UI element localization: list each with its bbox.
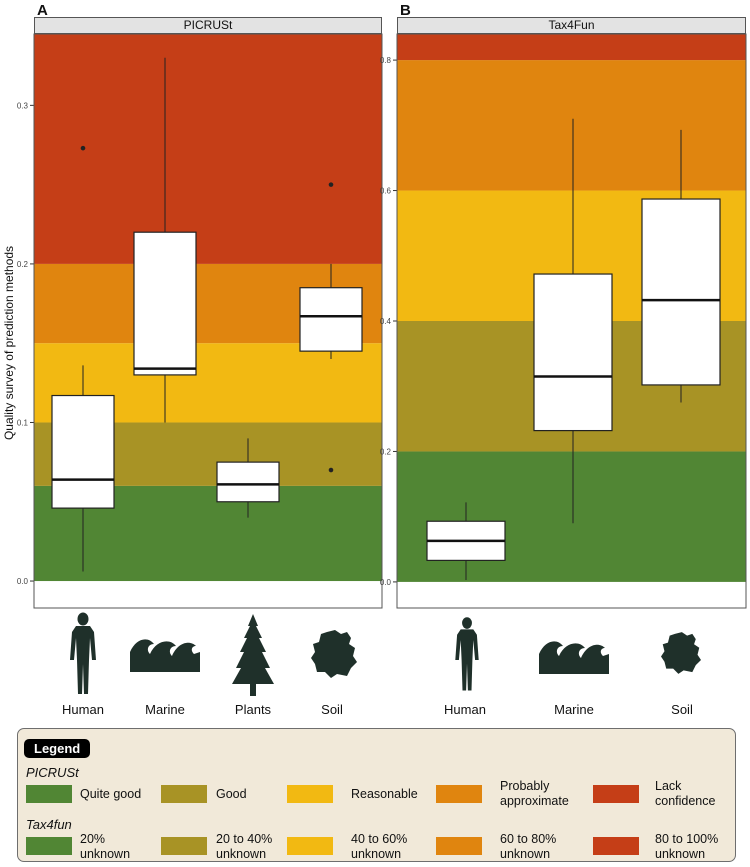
legend-title: Legend bbox=[24, 739, 91, 758]
legend-label-60-80-unknown: 60 to 80% unknown bbox=[500, 832, 557, 861]
legend-swatch-probably-approximate bbox=[436, 785, 482, 803]
panel-border bbox=[33, 33, 383, 609]
outlier-point bbox=[328, 182, 334, 187]
wave-icon bbox=[539, 641, 609, 674]
legend-group-picrust: PICRUSt bbox=[26, 765, 79, 780]
box-human bbox=[51, 394, 115, 509]
legend-swatch-quite-good bbox=[26, 785, 72, 803]
panel-a-letter: A bbox=[37, 2, 48, 19]
chart-plot-area: 0.0 0.1 0.2 0.3 0.0 0.2 0.4 0.6 0.8 bbox=[17, 33, 747, 609]
category-label-human: Human bbox=[62, 702, 104, 717]
human-icon bbox=[455, 617, 479, 691]
wave-icon bbox=[130, 639, 200, 672]
legend-label-lack-confidence: Lack confidence bbox=[655, 779, 716, 808]
band-quite-good bbox=[397, 451, 746, 582]
legend-swatch-60-80-unknown bbox=[436, 837, 482, 855]
panel-border bbox=[396, 33, 747, 609]
legend-label-quite-good: Quite good bbox=[80, 787, 142, 801]
outlier-point bbox=[80, 145, 86, 151]
legend-label-good: Good bbox=[216, 787, 247, 801]
box-soil bbox=[299, 287, 363, 352]
box-plants bbox=[216, 461, 280, 503]
y-tick-label: 0.0 bbox=[17, 577, 29, 586]
legend-swatch-reasonable bbox=[287, 785, 333, 803]
category-label-marine: Marine bbox=[145, 702, 185, 717]
box-soil bbox=[641, 198, 721, 386]
y-tick-label: 0.3 bbox=[17, 101, 29, 110]
band-lack-confidence bbox=[397, 34, 746, 61]
y-tick-label: 0.4 bbox=[380, 317, 392, 326]
legend: Legend PICRUSt Tax4fun Quite good Good R… bbox=[17, 728, 736, 862]
soil-icon bbox=[661, 632, 701, 674]
legend-swatch-good bbox=[161, 785, 207, 803]
y-tick-label: 0.6 bbox=[380, 187, 392, 196]
category-label-soil: Soil bbox=[671, 702, 693, 717]
box-marine bbox=[133, 231, 197, 376]
category-label-marine: Marine bbox=[554, 702, 594, 717]
legend-swatch-20-40-unknown bbox=[161, 837, 207, 855]
category-label-soil: Soil bbox=[321, 702, 343, 717]
legend-swatch-20-unknown bbox=[26, 837, 72, 855]
legend-swatch-lack-confidence bbox=[593, 785, 639, 803]
category-label-plants: Plants bbox=[234, 702, 272, 717]
legend-label-20-40-unknown: 20 to 40% unknown bbox=[216, 832, 273, 861]
legend-label-reasonable: Reasonable bbox=[351, 787, 418, 801]
soil-icon bbox=[311, 630, 357, 678]
y-tick-label: 0.2 bbox=[17, 260, 29, 269]
box-marine bbox=[533, 273, 613, 432]
legend-label-20-unknown: 20% unknown bbox=[80, 832, 131, 861]
y-tick-label: 0.2 bbox=[380, 447, 392, 456]
band-lack-confidence bbox=[34, 34, 382, 264]
legend-label-probably-approximate: Probably approximate bbox=[500, 779, 569, 808]
legend-swatch-80-100-unknown bbox=[593, 837, 639, 855]
y-tick-label: 0.1 bbox=[17, 418, 29, 427]
outlier-point bbox=[328, 467, 334, 473]
legend-swatch-40-60-unknown bbox=[287, 837, 333, 855]
legend-label-40-60-unknown: 40 to 60% unknown bbox=[351, 832, 408, 861]
tree-icon bbox=[232, 614, 274, 696]
human-icon bbox=[70, 612, 96, 694]
y-tick-label: 0.8 bbox=[380, 56, 392, 65]
panel-b-letter: B bbox=[400, 2, 411, 19]
y-tick-label: 0.0 bbox=[380, 578, 392, 587]
legend-label-80-100-unknown: 80 to 100% unknown bbox=[655, 832, 719, 861]
band-probably-approximate bbox=[397, 60, 746, 191]
legend-group-tax4fun: Tax4fun bbox=[26, 817, 72, 832]
category-label-human: Human bbox=[444, 702, 486, 717]
